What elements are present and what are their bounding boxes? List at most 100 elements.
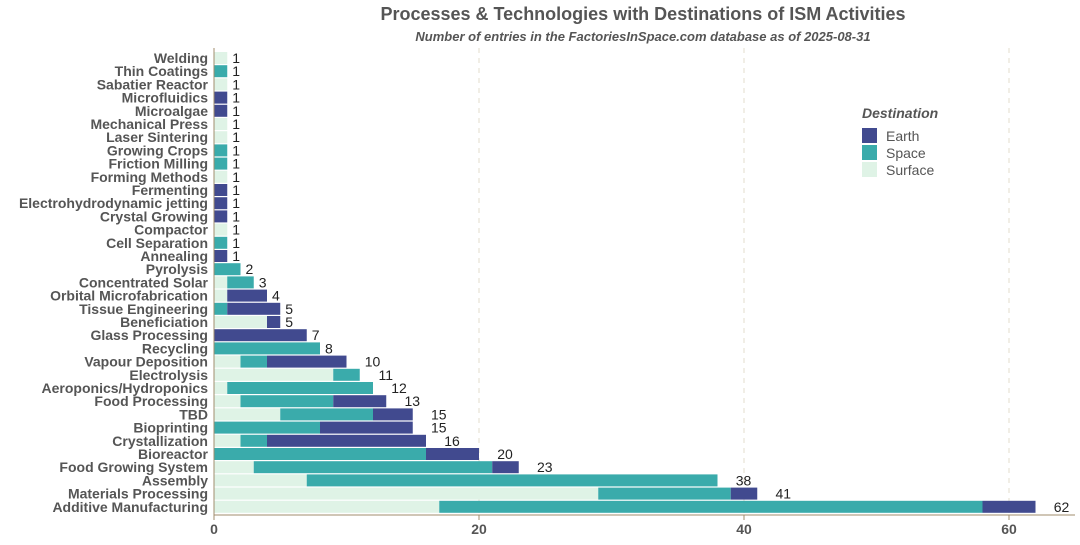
legend-swatch-surface [862, 162, 877, 177]
y-tick-label: Microalgae [135, 103, 208, 119]
data-label: 1 [232, 169, 240, 185]
data-label: 2 [246, 261, 254, 277]
bar-surface [214, 131, 228, 144]
bar-surface [214, 474, 307, 487]
bar-surface [214, 395, 241, 408]
data-label: 1 [232, 182, 240, 198]
bar-earth [320, 421, 413, 434]
bar-space [214, 302, 228, 315]
bar-space [214, 421, 320, 434]
legend-label: Earth [886, 128, 919, 144]
chart-subtitle: Number of entries in the FactoriesInSpac… [415, 29, 870, 44]
data-label: 15 [431, 420, 447, 436]
bar-surface [214, 170, 228, 183]
bar-space [214, 65, 228, 78]
y-tick-label: Food Processing [94, 393, 208, 409]
chart-title: Processes & Technologies with Destinatio… [380, 4, 905, 24]
y-tick-label: Glass Processing [90, 327, 208, 343]
bar-earth [214, 329, 307, 342]
data-label: 5 [285, 314, 293, 330]
bar-earth [214, 104, 228, 117]
y-tick-label: Friction Milling [108, 156, 208, 172]
data-label: 20 [497, 446, 513, 462]
y-tick-label: Cell Separation [106, 235, 208, 251]
bar-earth [730, 487, 758, 500]
bar-earth [267, 434, 426, 447]
y-tick-label: Bioprinting [133, 420, 208, 436]
bar-surface [214, 355, 241, 368]
data-label: 12 [391, 380, 407, 396]
data-label: 5 [285, 301, 293, 317]
y-tick-label: Aeroponics/Hydroponics [42, 380, 209, 396]
x-tick-label: 60 [1001, 521, 1017, 537]
bar-earth [333, 395, 387, 408]
bar-space [333, 368, 360, 381]
bar-surface [214, 289, 228, 302]
y-tick-label: Forming Methods [91, 169, 209, 185]
y-tick-label: Concentrated Solar [79, 274, 209, 290]
y-tick-label: Pyrolysis [146, 261, 208, 277]
bar-space [240, 434, 267, 447]
y-tick-label: Recycling [142, 340, 208, 356]
bar-surface [214, 500, 440, 513]
bar-space [598, 487, 731, 500]
y-tick-label: Welding [154, 50, 208, 66]
y-tick-label: Annealing [140, 248, 208, 264]
bar-space [253, 461, 493, 474]
data-label: 41 [775, 486, 791, 502]
data-label: 1 [232, 76, 240, 92]
bar-space [214, 157, 228, 170]
bar-surface [214, 223, 228, 236]
bar-earth [227, 289, 267, 302]
bar-surface [214, 316, 267, 328]
data-label: 1 [232, 156, 240, 172]
y-tick-label: TBD [179, 406, 208, 422]
data-label: 8 [325, 340, 333, 356]
y-tick-label: Beneficiation [120, 314, 208, 330]
y-tick-label: Electrolysis [129, 367, 208, 383]
bar-earth [214, 184, 228, 196]
bar-earth [426, 448, 479, 460]
bar-surface [214, 52, 228, 64]
data-label: 1 [232, 116, 240, 132]
data-label: 1 [232, 90, 240, 106]
legend-label: Surface [886, 162, 934, 178]
bar-space [214, 144, 228, 157]
legend-swatch-earth [862, 128, 877, 143]
data-label: 1 [232, 142, 240, 158]
y-tick-label: Assembly [142, 472, 208, 488]
data-label: 1 [232, 235, 240, 251]
data-label: 1 [232, 129, 240, 145]
bar-surface [214, 368, 334, 381]
y-tick-label: Electrohydrodynamic jetting [19, 195, 208, 211]
legend-swatch-space [862, 145, 877, 160]
y-tick-label: Vapour Deposition [84, 354, 208, 370]
x-tick-label: 20 [471, 521, 487, 537]
bar-earth [492, 461, 519, 474]
y-tick-label: Bioreactor [138, 446, 209, 462]
y-tick-label: Compactor [134, 222, 208, 238]
bar-surface [214, 408, 281, 421]
bar-space [439, 500, 983, 513]
data-label: 11 [378, 367, 393, 383]
data-label: 7 [312, 327, 320, 343]
data-label: 15 [431, 406, 447, 422]
y-tick-label: Crystal Growing [100, 208, 208, 224]
bar-earth [214, 197, 228, 210]
bar-earth [373, 408, 413, 421]
bar-space [214, 236, 228, 249]
data-label: 16 [444, 433, 460, 449]
data-label: 3 [259, 274, 267, 290]
y-tick-label: Mechanical Press [90, 116, 208, 132]
y-tick-label: Laser Sintering [106, 129, 208, 145]
data-label: 1 [232, 222, 240, 238]
bar-earth [227, 302, 281, 315]
bar-earth [214, 210, 228, 223]
x-tick-label: 0 [210, 521, 218, 537]
bar-space [214, 342, 320, 355]
data-label: 38 [736, 472, 752, 488]
y-tick-label: Materials Processing [68, 486, 208, 502]
y-tick-label: Crystallization [112, 433, 208, 449]
